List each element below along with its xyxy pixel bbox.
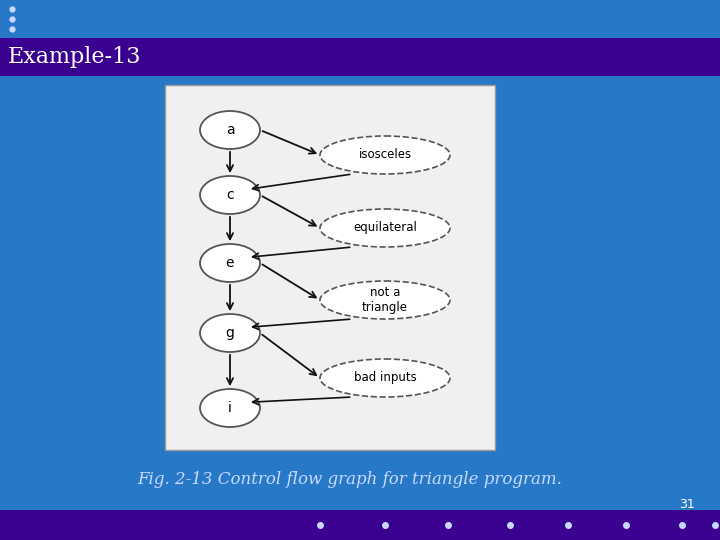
- Text: a: a: [225, 123, 234, 137]
- Text: e: e: [226, 256, 234, 270]
- Ellipse shape: [320, 359, 450, 397]
- Bar: [0, 510, 295, 540]
- Text: Example-13: Example-13: [8, 46, 142, 68]
- Text: not a
triangle: not a triangle: [362, 286, 408, 314]
- Bar: [165, 85, 495, 450]
- Ellipse shape: [200, 176, 260, 214]
- Text: isosceles: isosceles: [359, 148, 412, 161]
- Ellipse shape: [200, 244, 260, 282]
- Text: g: g: [225, 326, 235, 340]
- Text: i: i: [228, 401, 232, 415]
- Ellipse shape: [200, 111, 260, 149]
- Bar: [0, 38, 720, 76]
- Text: Fig. 2-13 Control flow graph for triangle program.: Fig. 2-13 Control flow graph for triangl…: [138, 471, 562, 489]
- Text: 31: 31: [679, 498, 695, 511]
- Text: bad inputs: bad inputs: [354, 372, 416, 384]
- Ellipse shape: [320, 209, 450, 247]
- Ellipse shape: [320, 136, 450, 174]
- Bar: [0, 510, 720, 540]
- Text: equilateral: equilateral: [353, 221, 417, 234]
- Text: c: c: [226, 188, 234, 202]
- Ellipse shape: [200, 389, 260, 427]
- Ellipse shape: [200, 314, 260, 352]
- Ellipse shape: [320, 281, 450, 319]
